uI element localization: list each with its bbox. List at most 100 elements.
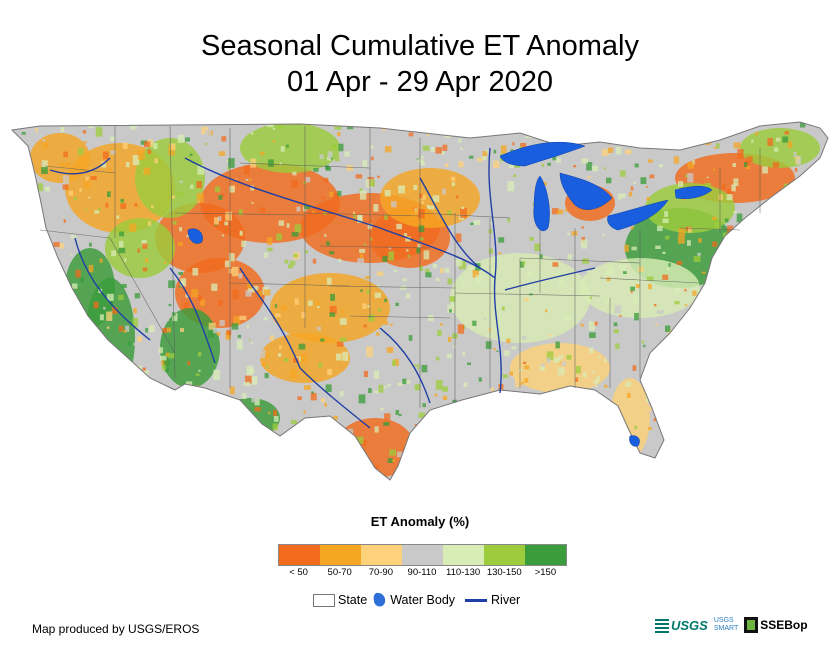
anomaly-pixel <box>552 155 557 161</box>
anomaly-pixel <box>630 290 633 294</box>
anomaly-pixel <box>499 131 503 133</box>
anomaly-pixel <box>593 380 599 384</box>
anomaly-pixel <box>108 276 111 281</box>
anomaly-pixel <box>214 444 221 449</box>
anomaly-pixel <box>606 277 611 282</box>
legend-swatch <box>361 545 402 565</box>
anomaly-pixel <box>7 460 10 464</box>
anomaly-pixel <box>107 191 111 197</box>
anomaly-pixel <box>482 288 485 291</box>
anomaly-pixel <box>683 320 689 328</box>
anomaly-pixel <box>172 195 175 199</box>
anomaly-pixel <box>718 386 724 395</box>
anomaly-pixel <box>557 125 563 134</box>
anomaly-pixel <box>218 195 223 200</box>
anomaly-pixel <box>235 463 240 466</box>
anomaly-pixel <box>438 482 442 488</box>
anomaly-pixel <box>233 441 238 445</box>
anomaly-pixel <box>559 279 564 286</box>
anomaly-pixel <box>687 240 691 246</box>
anomaly-pixel <box>514 455 520 461</box>
anomaly-pixel <box>604 358 607 363</box>
anomaly-pixel <box>71 442 78 449</box>
anomaly-pixel <box>664 211 669 217</box>
anomaly-pixel <box>118 325 124 332</box>
anomaly-pixel <box>231 323 239 330</box>
anomaly-pixel <box>790 402 798 407</box>
anomaly-pixel <box>723 330 731 335</box>
anomaly-pixel <box>35 285 40 291</box>
anomaly-pixel <box>697 334 703 342</box>
anomaly-pixel <box>185 137 190 142</box>
anomaly-pixel <box>205 206 213 215</box>
anomaly-pixel <box>227 333 231 339</box>
anomaly-pixel <box>143 167 151 175</box>
anomaly-pixel <box>630 186 634 191</box>
anomaly-pixel <box>425 425 432 430</box>
anomaly-pixel <box>471 481 474 483</box>
anomaly-pixel <box>163 359 170 367</box>
anomaly-pixel <box>581 158 588 164</box>
anomaly-pixel <box>760 211 767 219</box>
anomaly-pixel <box>224 260 231 268</box>
anomaly-pixel <box>682 482 687 486</box>
anomaly-pixel <box>772 162 780 168</box>
anomaly-pixel <box>232 289 239 300</box>
anomaly-pixel <box>59 243 64 249</box>
anomaly-pixel <box>557 403 563 409</box>
anomaly-pixel <box>461 451 468 459</box>
anomaly-pixel <box>520 443 526 447</box>
anomaly-pixel <box>204 129 212 136</box>
anomaly-pixel <box>552 217 557 222</box>
anomaly-pixel <box>536 463 541 467</box>
anomaly-pixel <box>592 321 598 326</box>
anomaly-pixel <box>431 147 436 152</box>
anomaly-pixel <box>768 294 771 298</box>
anomaly-pixel <box>4 332 8 338</box>
anomaly-pixel <box>316 305 320 309</box>
anomaly-pixel <box>421 155 424 159</box>
anomaly-pixel <box>114 482 116 484</box>
map-key: State Water Body River <box>313 592 520 608</box>
anomaly-pixel <box>224 221 229 226</box>
anomaly-pixel <box>198 295 203 301</box>
anomaly-pixel <box>304 426 311 437</box>
anomaly-pixel <box>268 159 274 167</box>
anomaly-pixel <box>316 326 321 331</box>
anomaly-pixel <box>14 166 20 175</box>
anomaly-pixel <box>612 478 615 480</box>
anomaly-pixel <box>666 422 672 430</box>
anomaly-pixel <box>648 283 652 290</box>
anomaly-pixel <box>371 482 377 488</box>
anomaly-pixel <box>14 368 19 372</box>
anomaly-pixel <box>446 353 452 359</box>
lake-ontario <box>674 186 713 199</box>
anomaly-pixel <box>324 177 329 183</box>
anomaly-pixel <box>138 149 145 160</box>
anomaly-pixel <box>509 371 514 376</box>
anomaly-pixel <box>275 313 281 318</box>
anomaly-pixel <box>312 258 317 264</box>
anomaly-pixel <box>221 193 225 197</box>
anomaly-pixel <box>734 410 739 417</box>
anomaly-pixel <box>548 393 555 402</box>
anomaly-pixel <box>772 283 775 286</box>
anomaly-pixel <box>426 441 432 446</box>
anomaly-pixel <box>137 206 141 209</box>
anomaly-pixel <box>790 183 797 190</box>
anomaly-pixel <box>596 376 600 382</box>
anomaly-pixel <box>258 349 266 358</box>
anomaly-pixel <box>297 396 302 401</box>
anomaly-pixel <box>422 145 430 151</box>
anomaly-pixel <box>114 389 120 395</box>
anomaly-pixel <box>748 229 754 237</box>
anomaly-pixel <box>43 142 48 149</box>
anomaly-pixel <box>185 381 193 392</box>
anomaly-pixel <box>733 178 739 187</box>
anomaly-pixel <box>463 382 468 388</box>
anomaly-pixel <box>447 278 453 285</box>
anomaly-pixel <box>476 470 480 475</box>
anomaly-pixel <box>308 300 313 306</box>
anomaly-pixel <box>90 176 97 180</box>
anomaly-patch <box>740 128 820 168</box>
